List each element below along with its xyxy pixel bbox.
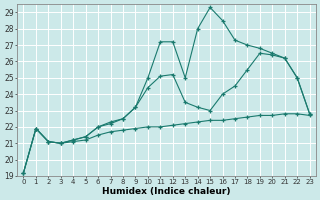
X-axis label: Humidex (Indice chaleur): Humidex (Indice chaleur) (102, 187, 231, 196)
